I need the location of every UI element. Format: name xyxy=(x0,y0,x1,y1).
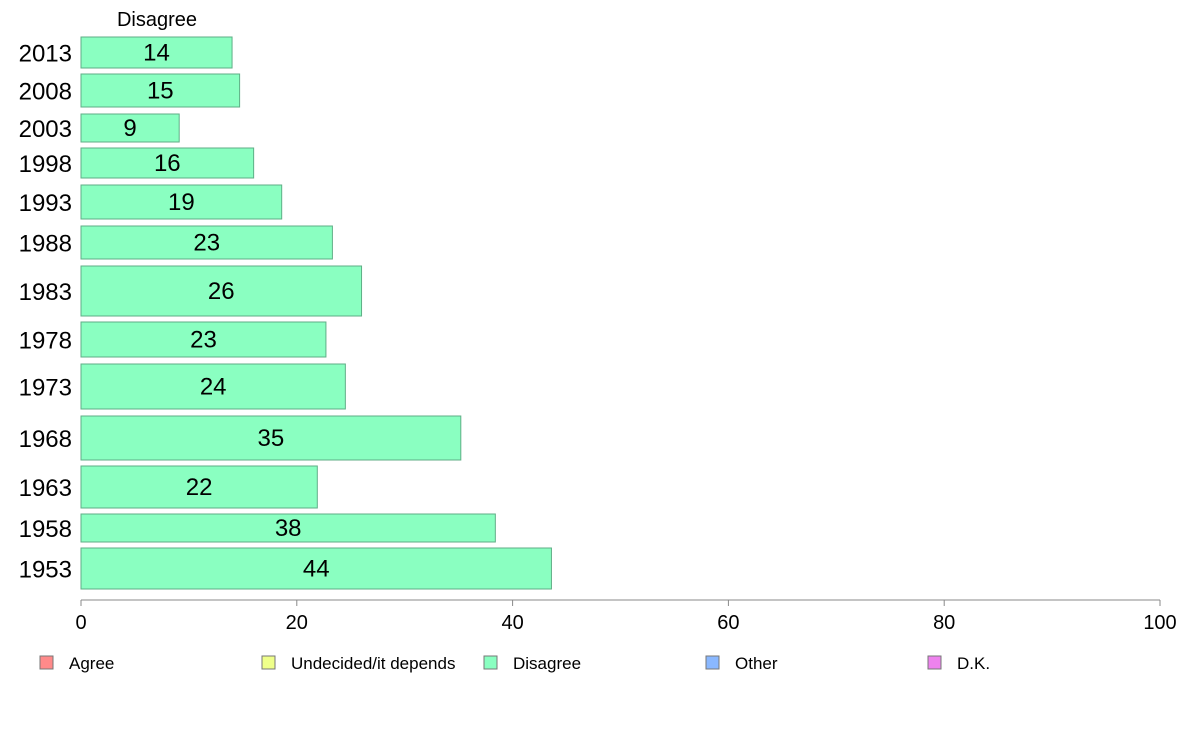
category-label: 1958 xyxy=(19,516,72,543)
bar-1988 xyxy=(80,225,333,260)
bar-1958 xyxy=(80,513,496,543)
category-label: 1993 xyxy=(19,190,72,217)
category-label: 1963 xyxy=(19,475,72,502)
legend-swatch xyxy=(927,655,942,670)
category-label: 2008 xyxy=(19,79,72,106)
category-label: 1953 xyxy=(19,557,72,584)
bar-value-label: 19 xyxy=(168,189,195,216)
bar-1973 xyxy=(80,363,346,410)
bar-value-label: 9 xyxy=(123,115,136,142)
category-label: 1988 xyxy=(19,231,72,258)
category-label: 2003 xyxy=(19,116,72,143)
bar-2003 xyxy=(80,113,180,143)
category-label: 1983 xyxy=(19,279,72,306)
x-tick-label: 40 xyxy=(501,612,523,634)
bar-value-label: 44 xyxy=(303,556,330,583)
bar-1963 xyxy=(80,465,318,509)
category-label: 1998 xyxy=(19,151,72,178)
bar-value-label: 26 xyxy=(208,278,235,305)
bar-value-label: 35 xyxy=(258,425,285,452)
legend-label: Disagree xyxy=(513,654,581,673)
legend-swatch xyxy=(483,655,498,670)
bar-1978 xyxy=(80,321,327,358)
bar-value-label: 22 xyxy=(186,474,213,501)
bar-1953 xyxy=(80,547,552,590)
bar-value-label: 24 xyxy=(200,374,227,401)
bar-value-label: 38 xyxy=(275,515,302,542)
bar-1983 xyxy=(80,265,363,317)
bar-1993 xyxy=(80,184,283,220)
legend-swatch xyxy=(39,655,54,670)
x-tick-label: 20 xyxy=(286,612,308,634)
legend-swatch xyxy=(705,655,720,670)
category-label: 1978 xyxy=(19,328,72,355)
legend-swatch xyxy=(261,655,276,670)
bar-1968 xyxy=(80,415,462,461)
x-tick-label: 60 xyxy=(717,612,739,634)
bar-value-label: 23 xyxy=(193,230,220,257)
legend: Agree Undecided/it depends Disagree Other D.… xyxy=(39,654,990,673)
bar-group: 14 2013 15 2008 9 2003 16 1998 19 1993 23 1988 26 198… xyxy=(19,36,552,590)
category-label: 2013 xyxy=(19,41,72,68)
bar-1998 xyxy=(80,147,255,179)
x-tick-label: 100 xyxy=(1143,612,1176,634)
category-label: 1973 xyxy=(19,375,72,402)
panel-title: Disagree xyxy=(117,9,197,31)
bar-value-label: 14 xyxy=(143,40,170,67)
bar-value-label: 23 xyxy=(190,327,217,354)
legend-label: Agree xyxy=(69,654,114,673)
bar-2008 xyxy=(80,73,241,108)
category-label: 1968 xyxy=(19,426,72,453)
x-axis: 0 20 40 60 80 100 xyxy=(75,599,1177,634)
bar-value-label: 16 xyxy=(154,150,181,177)
legend-label: Other xyxy=(735,654,778,673)
legend-label: Undecided/it depends xyxy=(291,654,455,673)
bar-value-label: 15 xyxy=(147,78,174,105)
bar-2013 xyxy=(80,36,233,69)
x-tick-label: 0 xyxy=(75,612,86,634)
x-tick-label: 80 xyxy=(933,612,955,634)
legend-label: D.K. xyxy=(957,654,990,673)
